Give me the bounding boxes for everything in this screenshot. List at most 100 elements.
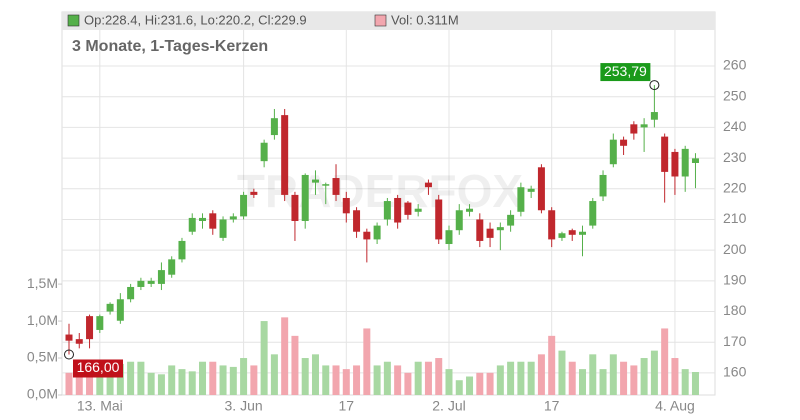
volume-bar: [548, 335, 556, 395]
candle-body: [250, 191, 258, 195]
y-tick-label: 190: [723, 272, 747, 288]
volume-bar: [486, 372, 494, 395]
volume-bar: [260, 321, 268, 395]
candle-body: [363, 231, 371, 240]
volume-bar: [168, 365, 176, 395]
volume-bar: [75, 365, 83, 395]
candle-body: [291, 194, 299, 221]
watermark: TRADERFOX: [237, 165, 524, 217]
volume-bar: [671, 358, 679, 395]
volume-bar: [301, 358, 309, 395]
volume-bar: [579, 369, 586, 395]
volume-bar: [157, 374, 165, 395]
candle-body: [209, 213, 217, 229]
x-tick-label: 3. Jun: [225, 398, 263, 414]
volume-bar: [661, 328, 669, 395]
subtitle: 3 Monate, 1-Tages-Kerzen: [72, 38, 268, 55]
candle-body: [188, 217, 196, 232]
volume-bar: [353, 365, 361, 395]
candle-body: [240, 194, 248, 217]
candle-body: [496, 227, 504, 231]
candle-body: [548, 210, 556, 240]
x-tick-label: 13. Mai: [77, 398, 123, 414]
x-tick-label: 2. Jul: [432, 398, 465, 414]
candle-body: [671, 151, 679, 177]
candle-body: [383, 201, 391, 220]
volume-bar: [445, 369, 453, 395]
x-tick-label: 4. Aug: [655, 398, 695, 414]
volume-bar: [537, 354, 545, 395]
volume-bar: [281, 317, 289, 395]
candle-body: [373, 225, 381, 240]
volume-bar: [558, 350, 566, 395]
candle-body: [599, 174, 607, 197]
volume-bar: [435, 358, 443, 395]
candle-body: [476, 219, 484, 241]
candle-body: [650, 112, 658, 120]
high-label: 253,79: [604, 63, 647, 79]
candle-body: [137, 280, 145, 287]
candle-body: [147, 280, 155, 284]
y-tick-label: 160: [723, 364, 747, 380]
candle-body: [311, 179, 319, 183]
volume-bar: [394, 365, 402, 395]
volume-bar: [466, 376, 474, 395]
x-tick-label: 17: [339, 398, 355, 414]
volume-bar: [630, 365, 638, 395]
candle-body: [424, 182, 432, 188]
candle-body: [127, 286, 135, 300]
candle-body: [86, 316, 94, 340]
y2-tick-label: 0,0M: [27, 386, 58, 402]
candle-body: [96, 316, 104, 330]
y2-tick-label: 0,5M: [27, 349, 58, 365]
volume-bar: [86, 366, 94, 395]
volume-bar: [65, 372, 73, 395]
volume-bar: [219, 365, 227, 395]
volume-bar: [96, 361, 104, 395]
volume-bar: [527, 361, 535, 395]
candle-body: [579, 231, 586, 235]
candle-body: [157, 270, 165, 284]
volume-bar: [373, 365, 381, 395]
candle-body: [435, 199, 443, 240]
candle-body: [681, 148, 689, 177]
volume-bar: [291, 335, 299, 395]
candle-body: [229, 216, 237, 220]
volume-bar: [250, 365, 258, 395]
candle-body: [404, 202, 412, 215]
low-marker: [64, 349, 74, 360]
candle-body: [168, 259, 176, 275]
volume-bar: [322, 365, 330, 395]
volume-bar: [229, 366, 237, 395]
candle-body: [219, 219, 227, 238]
candle-body: [281, 115, 289, 195]
candle-body: [260, 142, 268, 162]
candle-body: [342, 197, 350, 214]
candle-body: [394, 197, 402, 223]
candle-body: [332, 178, 340, 195]
volume-bar: [496, 365, 504, 395]
candle-body: [661, 136, 669, 172]
x-tick-label: 17: [544, 398, 560, 414]
volume-bar: [383, 361, 391, 395]
volume-bar: [589, 354, 597, 395]
candle-body: [517, 187, 525, 212]
candle-body: [199, 217, 207, 221]
candle-body: [75, 339, 83, 344]
volume-bar: [363, 328, 371, 395]
low-label: 166,00: [77, 359, 120, 375]
volume-bar: [691, 372, 699, 395]
volume-bar: [424, 361, 432, 395]
volume-bar: [650, 350, 658, 395]
candle-body: [322, 184, 330, 186]
candle-body: [558, 233, 566, 238]
candle-body: [455, 210, 463, 231]
volume-bar: [507, 361, 515, 395]
volume-bar: [116, 363, 124, 395]
volume-bar: [681, 369, 689, 395]
volume-bar: [178, 369, 186, 395]
candle-body: [609, 139, 617, 165]
volume-bar: [414, 361, 422, 395]
candle-body: [178, 240, 186, 260]
